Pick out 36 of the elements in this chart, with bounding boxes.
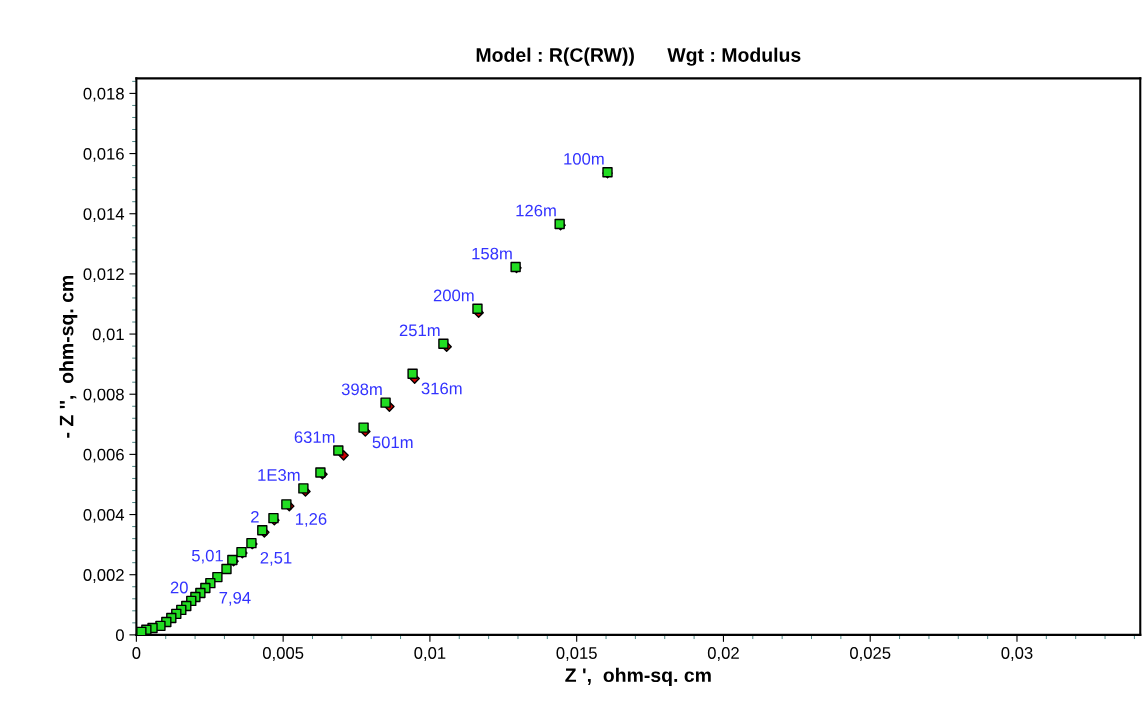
annotation: 398m — [341, 383, 382, 396]
y-tick-label: 0,004 — [83, 508, 125, 523]
annotation: 20 — [170, 581, 188, 594]
y-tick-label: 0,012 — [83, 268, 124, 283]
x-tick-label: 0,005 — [262, 647, 304, 661]
y-tick-label: 0,014 — [83, 208, 125, 222]
annotation: 1,26 — [295, 513, 327, 527]
annotation: 631m — [294, 431, 335, 444]
annotation: 251m — [399, 324, 440, 337]
x-tick-label: 0,02 — [707, 647, 739, 661]
annotation: 5,01 — [191, 549, 223, 564]
y-tick-label: 0,016 — [83, 147, 124, 162]
chart-title: Model : R(C(RW)) Wgt : Modulus — [476, 47, 801, 66]
x-axis-title: Z ', ohm-sq. cm — [565, 667, 711, 686]
x-tick-label: 0 — [132, 647, 141, 659]
y-tick-label: 0,008 — [83, 388, 124, 403]
annotation: 200m — [433, 289, 474, 302]
annotation: 100m — [564, 152, 604, 165]
y-tick-label: 0 — [115, 629, 124, 642]
x-tick-label: 0,015 — [556, 647, 597, 661]
annotation: 501m — [372, 436, 413, 449]
annotation: 2,51 — [260, 551, 292, 566]
annotation: 158m — [472, 247, 512, 260]
annotation: 316m — [421, 382, 462, 395]
annotation: 1E3m — [258, 469, 300, 481]
x-tick-label: 0,01 — [414, 647, 446, 661]
x-tick-label: 0,03 — [1001, 647, 1033, 661]
y-axis-title: - Z '', ohm-sq. cm — [59, 275, 78, 438]
annotation: 7,94 — [219, 591, 251, 606]
x-tick-label: 0,025 — [850, 647, 891, 661]
y-tick-label: 0,006 — [83, 448, 124, 463]
annotation: 2 — [251, 510, 259, 523]
annotation: 126m — [516, 204, 556, 217]
y-tick-label: 0,018 — [83, 87, 124, 102]
y-tick-label: 0,002 — [83, 569, 124, 583]
y-tick-label: 0,01 — [92, 328, 124, 343]
